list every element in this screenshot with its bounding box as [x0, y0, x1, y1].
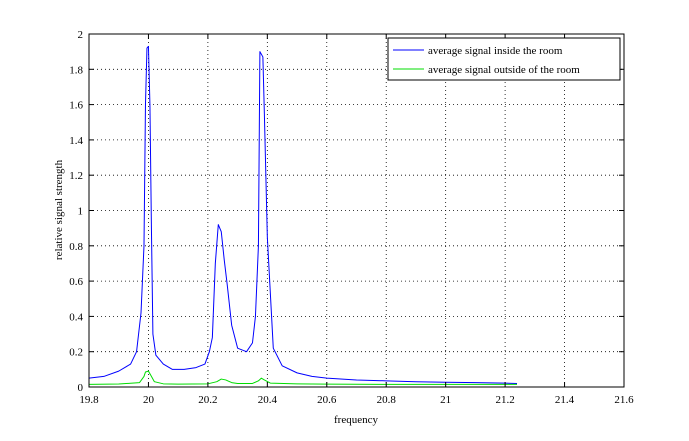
y-axis-label: relative signal strength	[53, 159, 65, 260]
y-tick-label: 1.4	[69, 135, 83, 147]
y-tick-label: 0.6	[69, 276, 83, 288]
series-line-outside	[88, 370, 517, 385]
series-lines	[88, 45, 518, 385]
x-tick-label: 20.4	[258, 394, 278, 406]
x-tick-label: 21	[440, 394, 451, 406]
y-tick-label: 1	[78, 206, 84, 218]
x-tick-labels: 19.8 20 20.2 20.4 20.6 20.8 21 21.2 21.4 21.6	[79, 394, 634, 406]
x-tick-label: 19.8	[79, 394, 99, 406]
x-tick-label: 20.6	[317, 394, 337, 406]
x-tick-label: 21.2	[495, 394, 514, 406]
y-tick-label: 0.2	[69, 347, 83, 359]
y-tick-labels: 0 0.2 0.4 0.6 0.8 1 1.2 1.4 1.6 1.8 2	[69, 29, 83, 394]
y-tick-label: 0.8	[69, 241, 83, 253]
x-axis-label: frequency	[334, 414, 378, 426]
series-line-inside	[88, 45, 518, 384]
x-tick-label: 20	[143, 394, 155, 406]
grid	[89, 34, 624, 387]
y-tick-label: 0	[78, 382, 84, 394]
legend: average signal inside the room average s…	[387, 37, 621, 81]
y-tick-label: 0.4	[69, 311, 83, 323]
x-tick-label: 20.2	[198, 394, 217, 406]
y-tick-label: 1.2	[69, 170, 83, 182]
legend-entry-outside: average signal outside of the room	[428, 64, 580, 76]
x-tick-label: 21.4	[555, 394, 575, 406]
x-tick-label: 20.8	[377, 394, 397, 406]
y-tick-label: 2	[78, 29, 84, 41]
legend-entry-inside: average signal inside the room	[428, 45, 563, 57]
y-tick-label: 1.6	[69, 100, 83, 112]
legend-box	[387, 37, 621, 81]
x-tick-label: 21.6	[614, 394, 634, 406]
y-tick-label: 1.8	[69, 64, 83, 76]
